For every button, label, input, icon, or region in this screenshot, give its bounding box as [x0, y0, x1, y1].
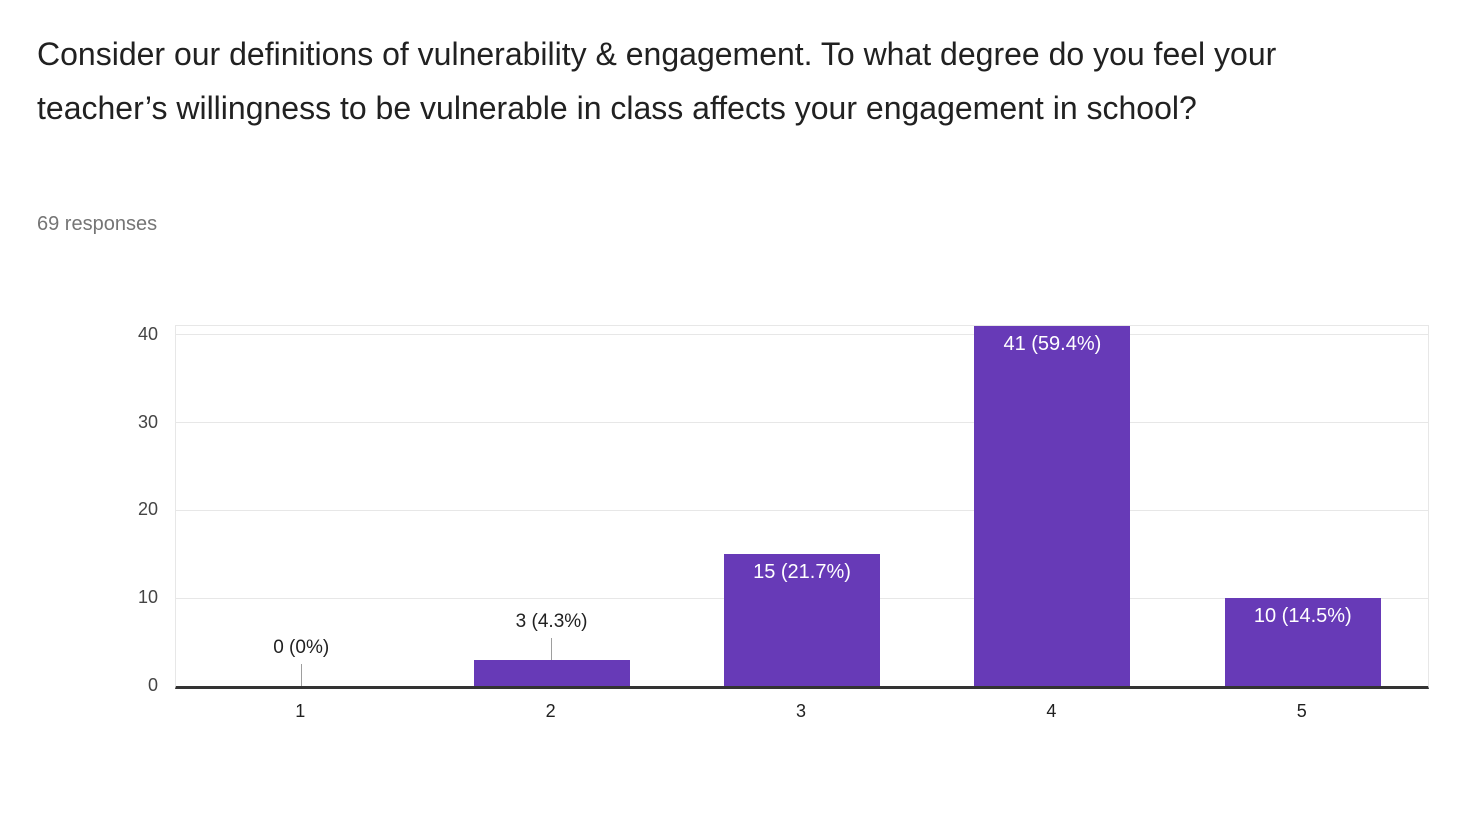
- x-axis: 1 2 3 4 5: [175, 700, 1427, 726]
- gridline-20: [176, 509, 1428, 511]
- gridline-40: [176, 334, 1428, 336]
- annotation-leader-line-1: [300, 664, 302, 686]
- bar-value-label-1: 0 (0%): [273, 637, 330, 658]
- bar-2: [473, 659, 630, 686]
- bar-5: 10 (14.5%): [1224, 598, 1381, 686]
- y-tick-label-40: 40: [137, 323, 158, 344]
- x-tick-label-3: 3: [795, 701, 806, 721]
- x-tick-label-4: 4: [1046, 701, 1057, 721]
- y-tick-label-20: 20: [137, 499, 158, 520]
- bar-value-label-4: 41 (59.4%): [1003, 333, 1102, 355]
- bar-4: 41 (59.4%): [974, 326, 1131, 686]
- y-tick-label-10: 10: [137, 587, 158, 608]
- x-tick-label-2: 2: [545, 701, 556, 721]
- y-tick-label-0: 0: [147, 675, 158, 695]
- bar-value-label-3: 15 (21.7%): [753, 561, 851, 584]
- annotation-leader-line-2: [551, 637, 553, 660]
- plot-area: 0 (0%) 3 (4.3%) 15 (21.7%) 41 (59.4%) 10 (14…: [175, 325, 1429, 689]
- x-tick-label-1: 1: [295, 701, 306, 721]
- question-title: Consider our definitions of vulnerabilit…: [37, 36, 1277, 126]
- responses-count: 69 responses: [37, 213, 158, 235]
- y-axis: 0 10 20 30 40: [0, 323, 158, 695]
- y-tick-label-30: 30: [137, 411, 158, 432]
- gridline-30: [176, 422, 1428, 424]
- bar-3: 15 (21.7%): [724, 554, 880, 686]
- x-tick-label-5: 5: [1296, 701, 1307, 721]
- bar-value-label-5: 10 (14.5%): [1253, 605, 1352, 628]
- bar-value-label-2: 3 (4.3%): [515, 610, 588, 632]
